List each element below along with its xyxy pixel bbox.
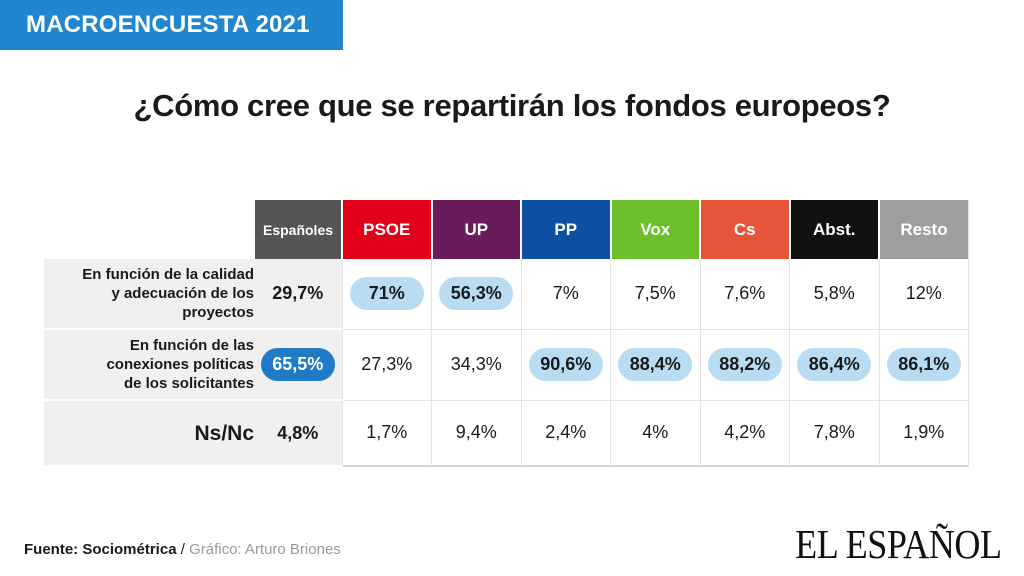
row-label-line: En función de la calidad: [82, 266, 254, 283]
value-cell: 71%: [341, 259, 432, 330]
chart-title: ¿Cómo cree que se repartirán los fondos …: [133, 88, 891, 123]
row-label-line: En función de las: [129, 337, 254, 354]
cell-value: 4,8%: [277, 422, 319, 443]
column-header: Resto: [878, 200, 969, 259]
value-cell: 7,5%: [610, 259, 700, 330]
row-label-line: y adecuación de los: [111, 285, 254, 302]
highlighted-value: 65,5%: [260, 348, 335, 381]
value-cell: 88,2%: [699, 329, 790, 401]
cell-value: 34,3%: [450, 354, 502, 374]
value-cell: 7,8%: [789, 400, 879, 467]
cell-value: 1,9%: [903, 422, 945, 443]
cell-value: 2,4%: [545, 422, 587, 443]
value-cell: 4%: [610, 400, 700, 467]
cell-value: 1,7%: [366, 422, 408, 443]
header-row: Españoles PSOE UP PP Vox Cs Abst. Resto: [44, 200, 969, 259]
cell-value: 4,2%: [724, 422, 766, 443]
row-label-line: conexiones políticas: [106, 356, 254, 373]
value-cell: 56,3%: [431, 259, 521, 330]
survey-table: Españoles PSOE UP PP Vox Cs Abst. Resto En func…: [44, 200, 969, 467]
highlighted-value: 88,2%: [707, 348, 782, 381]
table-row: Ns/Nc 4,8% 1,7% 9,4% 2,4% 4% 4,2% 7,8% 1,9%: [44, 400, 969, 467]
source-separator: /: [176, 541, 190, 558]
cell-value: 29,7%: [272, 283, 324, 303]
row-label: En función de la calidad y adecuación de …: [44, 259, 254, 330]
source-note: Fuente: Sociométrica / Gráfico: Arturo B…: [24, 541, 341, 558]
graphic-credit: Gráfico: Arturo Briones: [189, 541, 341, 558]
highlighted-value: 90,6%: [528, 348, 603, 381]
table-row: En función de las conexiones políticas de …: [44, 329, 969, 401]
highlighted-value: 71%: [349, 277, 424, 311]
value-cell: 86,4%: [789, 329, 879, 401]
value-cell: 4,2%: [699, 400, 790, 467]
value-cell: 27,3%: [341, 329, 432, 401]
value-cell: 65,5%: [254, 329, 342, 401]
value-cell: 4,8%: [254, 400, 342, 467]
column-header: PP: [520, 200, 611, 259]
value-cell: 34,3%: [431, 329, 521, 401]
row-label-line: Ns/Nc: [194, 421, 254, 445]
el-espanol-logo: EL ESPAÑOL: [795, 521, 1003, 567]
cell-value: 5,8%: [813, 283, 855, 304]
column-header: Españoles: [253, 200, 342, 259]
value-cell: 86,1%: [878, 329, 969, 401]
value-cell: 7%: [520, 259, 611, 330]
source-label: Fuente: Sociométrica: [24, 541, 177, 558]
table-body: En función de la calidad y adecuación de …: [44, 259, 969, 467]
highlighted-value: 88,4%: [618, 348, 693, 381]
cell-value: 9,4%: [455, 422, 497, 443]
column-header: PSOE: [341, 200, 432, 259]
highlighted-value: 56,3%: [439, 277, 514, 311]
cell-value: 7,5%: [634, 283, 676, 304]
table-row: En función de la calidad y adecuación de …: [44, 259, 969, 330]
value-cell: 9,4%: [431, 400, 521, 467]
header-blank-cell: [44, 200, 254, 259]
row-label: Ns/Nc: [44, 400, 254, 467]
value-cell: 90,6%: [520, 329, 611, 401]
report-banner: MACROENCUESTA 2021: [0, 0, 343, 50]
value-cell: 29,7%: [254, 259, 342, 330]
cell-value: 7,6%: [724, 283, 766, 304]
value-cell: 5,8%: [789, 259, 879, 330]
column-header: Cs: [699, 200, 790, 259]
highlighted-value: 86,4%: [797, 348, 872, 381]
cell-value: 27,3%: [361, 354, 413, 374]
row-label-line: de los solicitantes: [123, 375, 254, 392]
row-label-line: proyectos: [182, 304, 254, 321]
value-cell: 2,4%: [520, 400, 611, 467]
column-header: Vox: [609, 200, 700, 259]
value-cell: 7,6%: [699, 259, 790, 330]
value-cell: 88,4%: [610, 329, 700, 401]
cell-value: 7,8%: [813, 422, 855, 443]
column-header: UP: [430, 200, 521, 259]
column-header: Abst.: [788, 200, 879, 259]
row-label: En función de las conexiones políticas de …: [44, 329, 254, 401]
cell-value: 4%: [642, 422, 669, 443]
highlighted-value: 86,1%: [886, 348, 961, 381]
value-cell: 1,7%: [341, 400, 432, 467]
value-cell: 1,9%: [878, 400, 969, 467]
cell-value: 12%: [905, 283, 942, 304]
value-cell: 12%: [878, 259, 969, 330]
cell-value: 7%: [552, 283, 579, 304]
